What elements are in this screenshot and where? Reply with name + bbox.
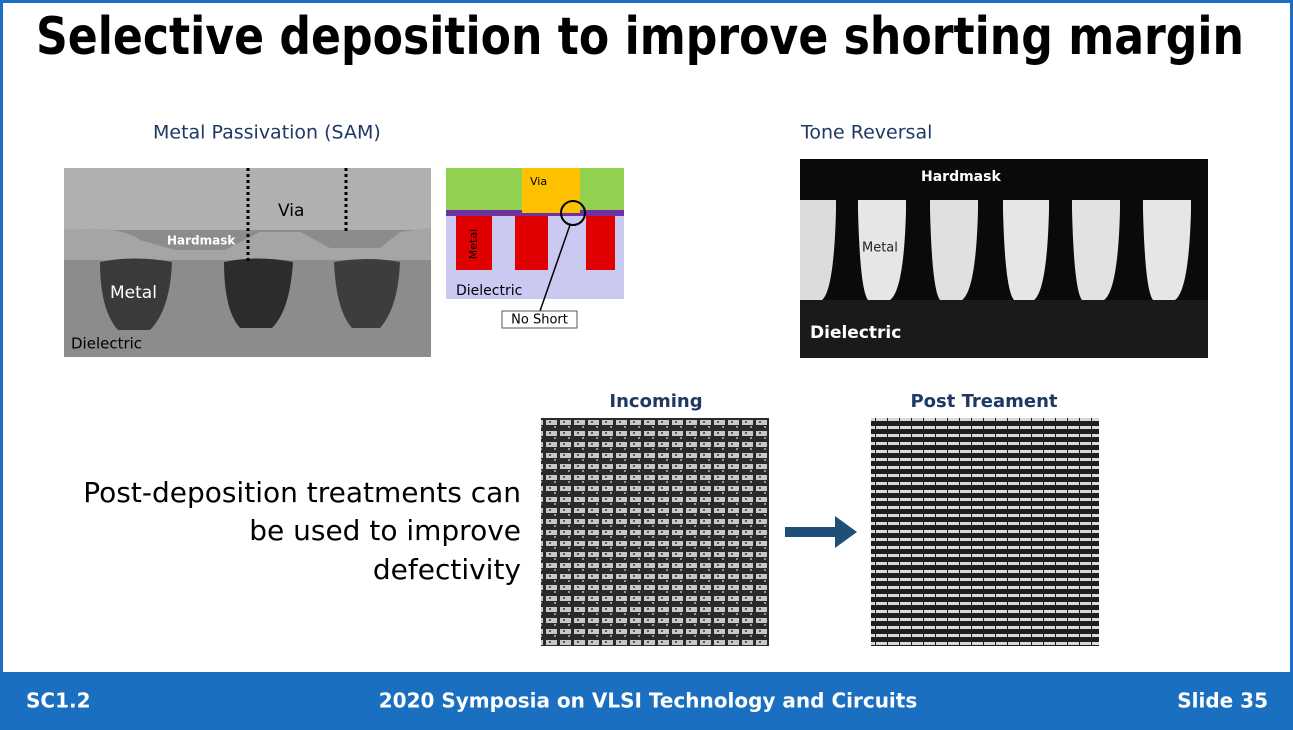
image-label: Metal xyxy=(862,241,898,256)
image-label: Metal xyxy=(110,283,157,303)
image-label: Dielectric xyxy=(456,283,522,299)
image-caption: Incoming xyxy=(609,391,702,412)
schematic xyxy=(446,168,624,329)
image-label: Hardmask xyxy=(921,169,1001,185)
image-label: Hardmask xyxy=(167,234,236,248)
body-text: Post-deposition treatments can xyxy=(83,476,521,509)
arrow xyxy=(785,516,857,548)
image-label: Via xyxy=(530,175,547,188)
image-label: Dielectric xyxy=(71,335,142,353)
post-image xyxy=(871,418,1099,646)
tone-reversal-image xyxy=(800,159,1208,358)
incoming-image xyxy=(541,418,769,646)
panel-caption: Metal Passivation (SAM) xyxy=(153,122,381,144)
footer-center: 2020 Symposia on VLSI Technology and Cir… xyxy=(379,689,918,713)
image-label: Dielectric xyxy=(810,323,901,343)
image-label: No Short xyxy=(511,313,568,328)
footer-right: Slide 35 xyxy=(1177,689,1268,713)
image-caption: Post Treament xyxy=(910,391,1057,412)
body-text: defectivity xyxy=(373,553,521,586)
footer-left: SC1.2 xyxy=(26,689,91,713)
body-text: be used to improve xyxy=(249,514,521,547)
slide-title: Selective deposition to improve shorting… xyxy=(36,7,1244,67)
panel-caption: Tone Reversal xyxy=(800,122,932,144)
image-label: Via xyxy=(278,201,304,221)
footer-bar xyxy=(0,672,1293,730)
image-label: Metal xyxy=(467,229,480,259)
tem-image xyxy=(64,168,431,357)
